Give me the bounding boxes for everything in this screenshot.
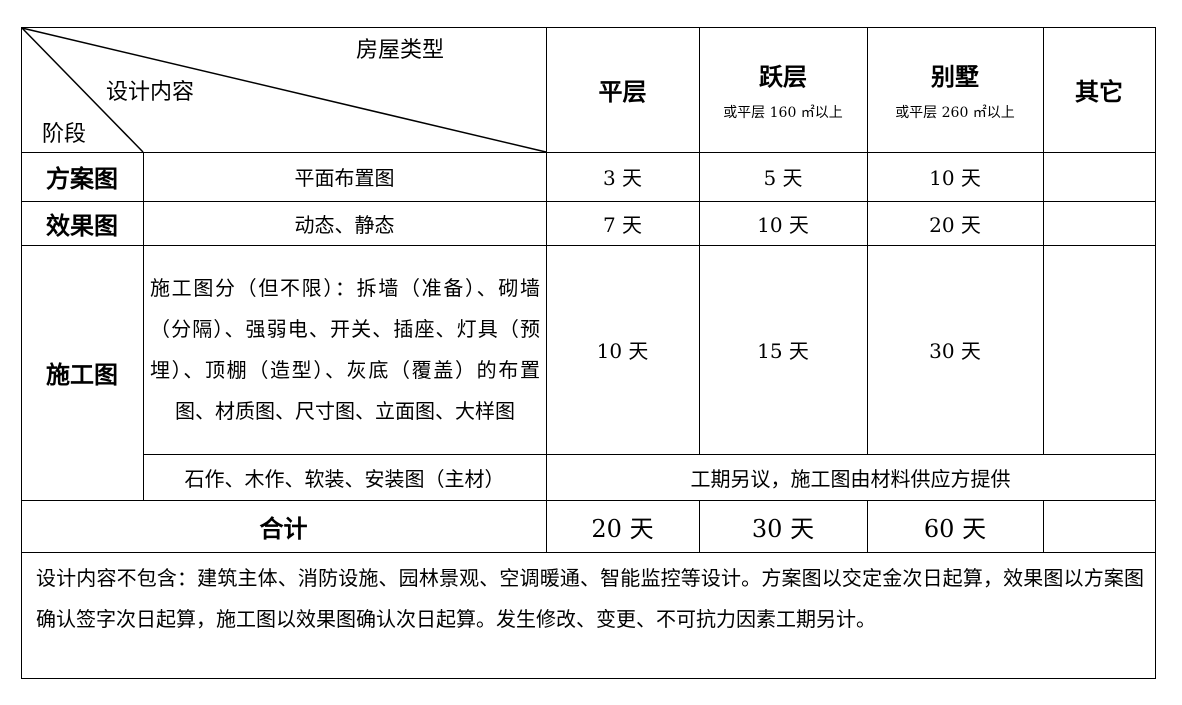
content-cell: 平面布置图	[294, 166, 395, 190]
content-cell: 施工图分（但不限）：拆墙（准备）、砌墙（分隔）、强弱电、开关、插座、灯具（预埋）…	[150, 276, 540, 423]
column-header-other: 其它	[1043, 27, 1155, 152]
value-cell: 10 天	[596, 339, 649, 363]
total-value: 60 天	[923, 514, 987, 543]
border	[143, 454, 1156, 455]
column-title: 平层	[598, 77, 647, 106]
border	[21, 678, 1156, 679]
border	[1043, 27, 1044, 454]
border	[1155, 27, 1156, 679]
design-content-label: 设计内容	[105, 80, 194, 105]
value-cell: 5 天	[763, 166, 803, 190]
column-title: 别墅	[931, 62, 979, 91]
border	[21, 245, 1156, 246]
content-cell: 石作、木作、软装、安装图（主材）	[184, 466, 505, 491]
border	[1043, 500, 1044, 552]
value-cell: 20 天	[929, 212, 981, 237]
border	[21, 552, 1156, 553]
value-cell: 10 天	[929, 166, 981, 190]
column-title: 跃层	[759, 62, 807, 91]
stage-cell: 施工图	[46, 360, 118, 389]
value-cell: 30 天	[929, 339, 981, 363]
column-title: 其它	[1075, 77, 1123, 106]
house-type-label: 房屋类型	[355, 38, 444, 63]
value-cell: 10 天	[757, 212, 809, 237]
border	[867, 500, 868, 552]
column-note: 或平层 160 ㎡以上	[723, 105, 843, 121]
column-header-flat: 平层	[546, 27, 699, 152]
border	[143, 152, 144, 500]
border	[21, 201, 1156, 202]
merged-note-cell: 工期另议，施工图由材料供应方提供	[690, 466, 1011, 491]
border	[21, 27, 22, 679]
value-cell: 7 天	[602, 212, 643, 237]
border	[21, 27, 1156, 28]
content-cell: 动态、静态	[294, 212, 395, 237]
border	[699, 500, 700, 552]
column-header-duplex: 跃层 或平层 160 ㎡以上	[699, 27, 867, 152]
value-cell: 15 天	[757, 339, 809, 363]
footnote: 设计内容不包含：建筑主体、消防设施、园林景观、空调暖通、智能监控等设计。方案图以…	[36, 566, 1144, 631]
border	[21, 152, 1156, 153]
total-value: 30 天	[751, 514, 815, 543]
stage-cell: 效果图	[46, 210, 118, 240]
border	[546, 27, 547, 552]
value-cell: 3 天	[602, 166, 643, 190]
border	[867, 27, 868, 454]
border	[21, 500, 1156, 501]
column-header-villa: 别墅 或平层 260 ㎡以上	[867, 27, 1043, 152]
total-value: 20 天	[591, 514, 654, 543]
total-label: 合计	[259, 513, 308, 543]
stage-label: 阶段	[41, 122, 86, 147]
column-note: 或平层 260 ㎡以上	[895, 105, 1015, 121]
border	[699, 27, 700, 454]
stage-cell: 方案图	[46, 164, 118, 193]
